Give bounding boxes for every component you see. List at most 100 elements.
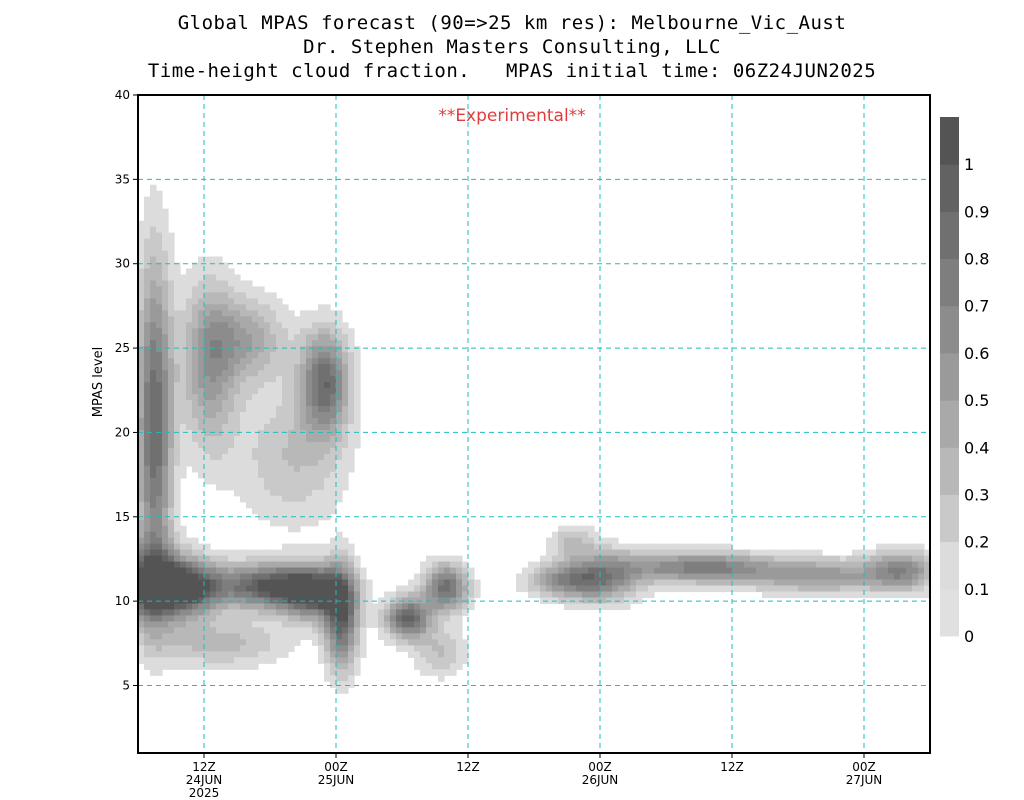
cloud-cell xyxy=(156,412,163,419)
cloud-cell xyxy=(192,609,199,617)
cloud-cell xyxy=(444,555,451,563)
cloud-cell xyxy=(528,585,535,593)
cloud-cell xyxy=(144,232,151,240)
cloud-cell xyxy=(336,645,343,652)
cloud-cell xyxy=(180,322,187,329)
cloud-cell xyxy=(312,370,319,377)
cloud-cell xyxy=(336,573,343,581)
cloud-cell xyxy=(228,573,235,581)
cloud-cell xyxy=(312,597,319,605)
cloud-cell xyxy=(216,376,223,383)
cloud-cell xyxy=(240,352,247,359)
cloud-cell xyxy=(876,591,883,599)
cloud-cell xyxy=(630,579,637,587)
cloud-cell xyxy=(246,471,253,479)
cloud-cell xyxy=(324,406,331,413)
cloud-cell xyxy=(150,471,157,479)
cloud-cell xyxy=(210,268,217,276)
cloud-cell xyxy=(186,280,193,288)
cloud-cell xyxy=(174,495,181,503)
cloud-cell xyxy=(324,352,331,359)
cloud-cell xyxy=(738,561,745,569)
cloud-cell xyxy=(228,585,235,593)
cloud-cell xyxy=(258,633,265,640)
cloud-cell xyxy=(324,549,331,557)
cloud-cell xyxy=(192,549,199,557)
cloud-cell xyxy=(726,555,733,563)
cloud-cell xyxy=(144,202,151,210)
cloud-cell xyxy=(156,322,163,329)
cloud-cell xyxy=(168,657,175,664)
cloud-cell xyxy=(738,585,745,593)
cloud-cell xyxy=(276,328,283,335)
cloud-cell xyxy=(924,573,930,581)
cloud-cell xyxy=(300,609,307,617)
cloud-cell xyxy=(336,585,343,593)
cloud-cell xyxy=(180,471,187,479)
cloud-cell xyxy=(240,639,247,646)
cloud-cell xyxy=(156,400,163,407)
cloud-cell xyxy=(306,585,313,593)
cloud-cell xyxy=(276,573,283,581)
cloud-cell xyxy=(240,489,247,497)
cloud-cell xyxy=(288,435,295,443)
cloud-cell xyxy=(894,591,901,599)
cloud-cell xyxy=(282,394,289,401)
cloud-cell xyxy=(600,591,607,599)
cloud-cell xyxy=(258,513,265,521)
cloud-cell xyxy=(192,400,199,407)
cloud-cell xyxy=(216,364,223,371)
cloud-cell xyxy=(234,483,241,491)
cloud-cell xyxy=(648,543,655,551)
cloud-cell xyxy=(246,561,253,569)
cloud-cell xyxy=(378,621,385,628)
cloud-cell xyxy=(162,232,169,240)
cloud-cell xyxy=(336,388,343,395)
cloud-cell xyxy=(150,316,157,323)
cloud-cell xyxy=(924,555,930,563)
cloud-cell xyxy=(426,615,433,622)
cloud-cell xyxy=(204,657,211,664)
cloud-cell xyxy=(150,202,157,210)
cloud-cell xyxy=(816,549,823,557)
cloud-cell xyxy=(360,615,367,622)
cloud-cell xyxy=(456,561,463,569)
cloud-cell xyxy=(156,639,163,646)
cloud-cell xyxy=(774,585,781,593)
cloud-cell xyxy=(192,663,199,670)
cloud-cell xyxy=(648,585,655,593)
cloud-cell xyxy=(144,334,151,341)
cloud-cell xyxy=(666,585,673,593)
cloud-cell xyxy=(852,567,859,575)
cloud-cell xyxy=(348,561,355,569)
cloud-cell xyxy=(192,453,199,461)
cloud-cell xyxy=(150,459,157,467)
cloud-cell xyxy=(204,621,211,628)
cloud-cell xyxy=(234,639,241,646)
colorbar-swatch xyxy=(940,258,959,307)
cloud-cell xyxy=(258,621,265,628)
cloud-cell xyxy=(834,561,841,569)
cloud-cell xyxy=(594,567,601,575)
cloud-cell xyxy=(432,657,439,664)
cloud-cell xyxy=(228,352,235,359)
cloud-cell xyxy=(258,364,265,371)
cloud-cell xyxy=(228,609,235,617)
colorbar-swatch xyxy=(940,400,959,448)
cloud-cell xyxy=(282,316,289,323)
cloud-cell xyxy=(360,621,367,628)
cloud-cell xyxy=(228,471,235,479)
cloud-cell xyxy=(282,334,289,341)
cloud-cell xyxy=(228,400,235,407)
cloud-cell xyxy=(198,256,205,264)
cloud-cell xyxy=(258,507,265,515)
cloud-cell xyxy=(336,465,343,473)
cloud-cell xyxy=(174,364,181,371)
cloud-cell xyxy=(720,543,727,551)
cloud-cell xyxy=(162,268,169,276)
cloud-cell xyxy=(408,645,415,652)
cloud-cell xyxy=(198,633,205,640)
cloud-cell xyxy=(276,406,283,413)
cloud-cell xyxy=(192,274,199,282)
cloud-cell xyxy=(168,250,175,258)
